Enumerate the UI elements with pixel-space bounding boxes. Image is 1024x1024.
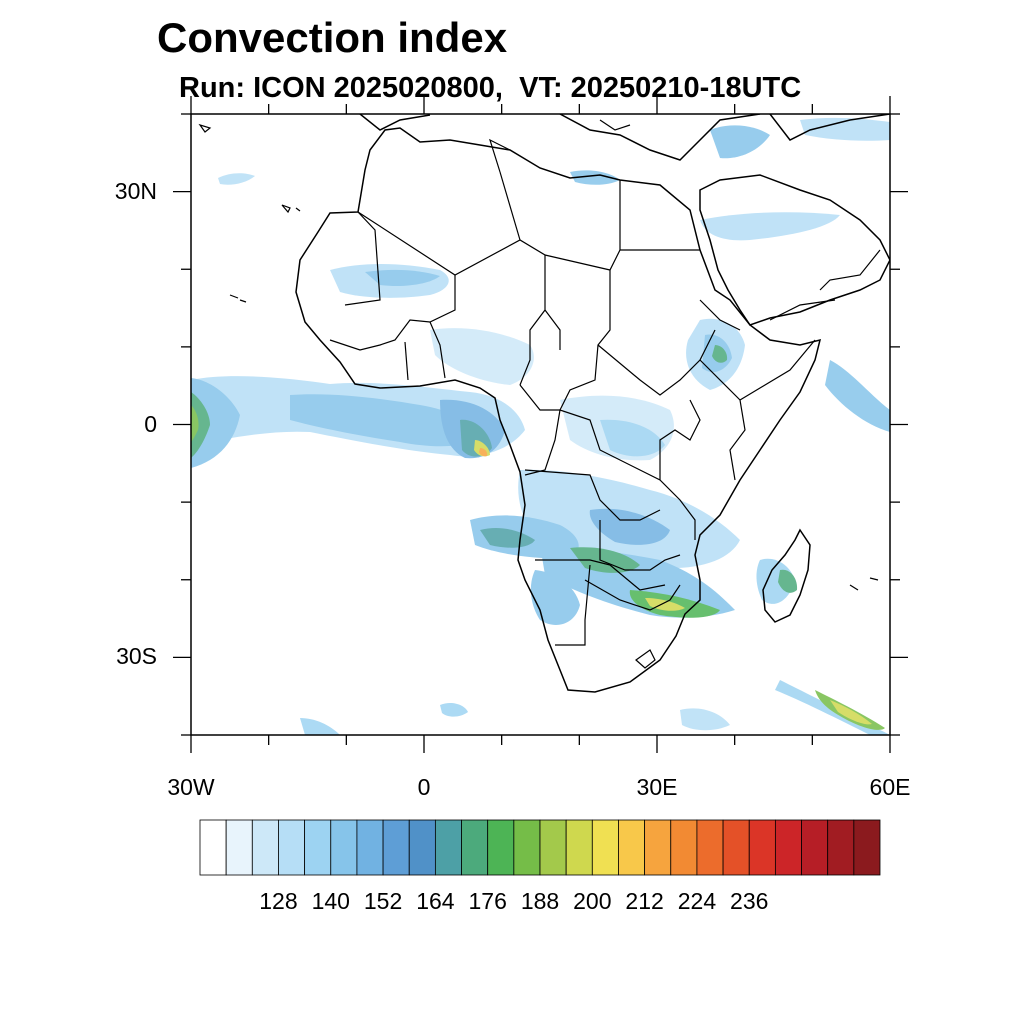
colorbar-swatch (748, 819, 776, 876)
colorbar-swatch (827, 819, 855, 876)
colorbar-swatch (513, 819, 541, 876)
lon-tick-label: 30W (167, 774, 215, 800)
colorbar-swatch (853, 819, 881, 876)
convection-map (173, 96, 908, 753)
lon-tick-label: 60E (869, 774, 911, 800)
colorbar-swatch (696, 819, 724, 876)
colorbar-label: 176 (468, 888, 507, 914)
colorbar-swatch (670, 819, 698, 876)
lon-tick-label: 30E (636, 774, 678, 800)
lon-tick-label: 0 (417, 774, 431, 800)
colorbar-label: 152 (363, 888, 403, 914)
colorbar-swatch (539, 819, 567, 876)
colorbar-swatch (278, 819, 306, 876)
colorbar-swatch (225, 819, 253, 876)
lat-tick-label: 30N (114, 177, 157, 204)
colorbar-label: 140 (311, 888, 350, 914)
islands (198, 119, 879, 591)
colorbar-label: 212 (625, 888, 664, 914)
colorbar-swatch (304, 819, 332, 876)
colorbar-swatch (199, 819, 227, 876)
colorbar-swatch (565, 819, 593, 876)
colorbar-label: 224 (677, 888, 717, 914)
country-borders (329, 138, 881, 669)
colorbar-swatch (591, 819, 619, 876)
colorbar-label: 164 (416, 888, 455, 914)
coastlines (295, 114, 890, 693)
colorbar-label: 236 (730, 888, 769, 914)
colorbar-swatch (382, 819, 410, 876)
colorbar-swatch (434, 819, 462, 876)
colorbar-swatch (330, 819, 358, 876)
colorbar-swatch (801, 819, 829, 876)
map-title: Convection index (157, 14, 508, 61)
colorbar-swatch (618, 819, 646, 876)
colorbar-swatch (356, 819, 384, 876)
map-subtitle: Run: ICON 2025020800, VT: 20250210-18UTC (179, 72, 802, 104)
axis-ticks (173, 96, 908, 753)
colorbar-swatch (461, 819, 489, 876)
colorbar-swatch (408, 819, 436, 876)
colorbar-swatch (722, 819, 750, 876)
colorbar-label: 200 (573, 888, 612, 914)
colorbar-swatch (251, 819, 279, 876)
colorbar-swatch (644, 819, 672, 876)
colorbar-swatch (774, 819, 802, 876)
convection-fields (191, 117, 890, 735)
lat-tick-label: 30S (116, 643, 157, 670)
colorbar-swatch (487, 819, 515, 876)
colorbar-label: 128 (259, 888, 298, 914)
colorbar-label: 188 (520, 888, 560, 914)
lat-tick-label: 0 (144, 410, 157, 437)
